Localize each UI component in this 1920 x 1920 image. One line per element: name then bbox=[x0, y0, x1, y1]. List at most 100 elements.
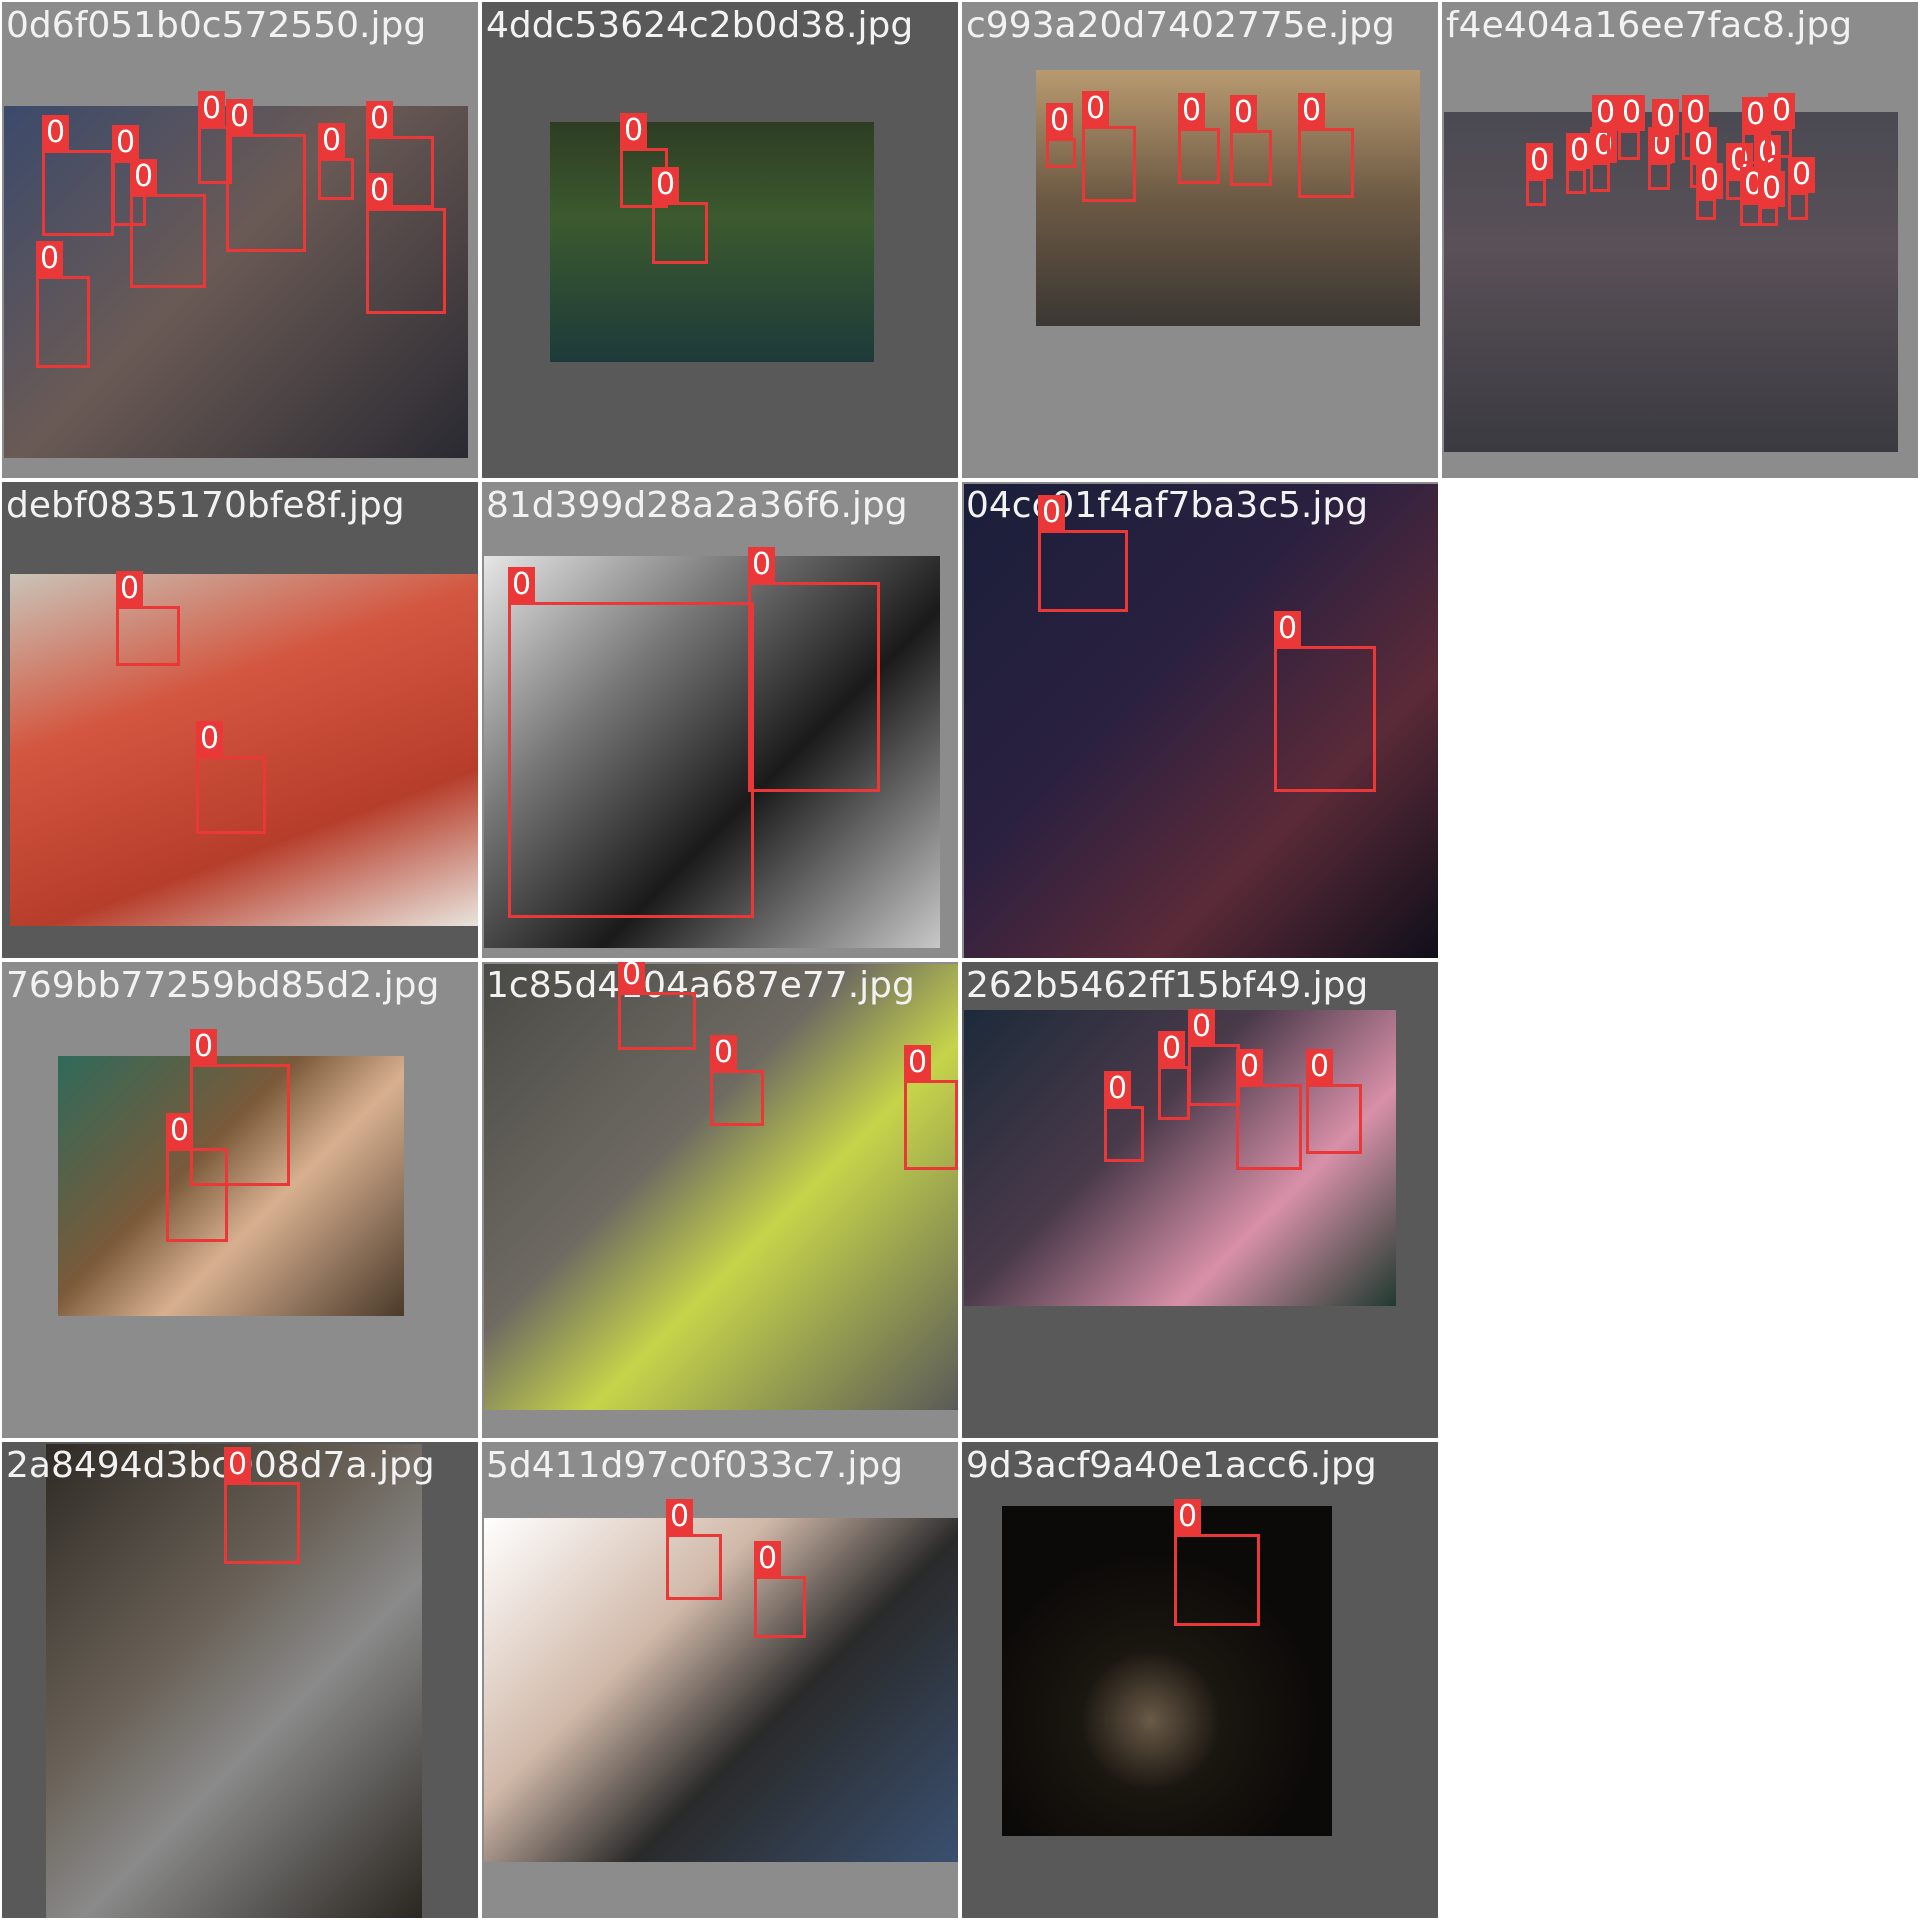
mosaic-tile: 0 0 0 0 0 262b5462ff15bf49.jpg bbox=[962, 962, 1438, 1438]
detection-box: 0 bbox=[1590, 127, 1618, 192]
detection-class-label: 0 bbox=[1274, 611, 1302, 647]
detection-box: 0 bbox=[748, 547, 880, 792]
detection-class-label: 0 bbox=[1566, 133, 1594, 169]
detection-box: 0 bbox=[1788, 157, 1816, 220]
detection-class-label: 0 bbox=[1236, 1049, 1264, 1085]
detection-class-label: 0 bbox=[1230, 95, 1258, 131]
mosaic-tile: 0 0 769bb77259bd85d2.jpg bbox=[2, 962, 478, 1438]
detection-class-label: 0 bbox=[366, 101, 394, 137]
detection-class-label: 0 bbox=[318, 123, 346, 159]
detection-class-label: 0 bbox=[1158, 1031, 1186, 1067]
tile-photo bbox=[10, 574, 478, 926]
detection-class-label: 0 bbox=[1298, 93, 1326, 129]
detection-box: 0 bbox=[224, 1447, 300, 1564]
tile-filename: 2a8494d3bc908d7a.jpg bbox=[6, 1445, 435, 1486]
detection-box: 0 bbox=[1230, 95, 1272, 186]
mosaic-tile: 0 0 0 0 0 c993a20d7402775e.jpg bbox=[962, 2, 1438, 478]
detection-class-label: 0 bbox=[42, 115, 70, 151]
detection-box: 0 bbox=[112, 125, 146, 226]
detection-box: 0 bbox=[666, 1499, 722, 1600]
detection-box: 0 bbox=[1236, 1049, 1302, 1170]
mosaic-tile: 0 2a8494d3bc908d7a.jpg bbox=[2, 1442, 478, 1918]
detection-class-label: 0 bbox=[116, 571, 144, 607]
detection-box: 0 bbox=[1174, 1499, 1260, 1626]
detection-box: 0 bbox=[1592, 95, 1620, 158]
mosaic-tile: 0 0 0 0 0 0 0 0 0 0 0 0 0 0 0 0 0 f4e404a16ee7fac8.jpg bbox=[1442, 2, 1918, 478]
detection-box: 0 bbox=[198, 91, 232, 184]
detection-box: 0 bbox=[618, 962, 696, 1050]
detection-box: 0 bbox=[1652, 99, 1680, 164]
detection-class-label: 0 bbox=[666, 1499, 694, 1535]
tile-filename: 769bb77259bd85d2.jpg bbox=[6, 965, 440, 1006]
tile-filename: 5d411d97c0f033c7.jpg bbox=[486, 1445, 904, 1486]
detection-class-label: 0 bbox=[508, 567, 536, 603]
detection-class-label: 0 bbox=[196, 721, 224, 757]
detection-box: 0 bbox=[42, 115, 114, 236]
detection-class-label: 0 bbox=[1178, 93, 1206, 129]
tile-photo bbox=[484, 964, 958, 1410]
detection-box: 0 bbox=[1526, 143, 1554, 206]
detection-class-label: 0 bbox=[1526, 143, 1554, 179]
mosaic-tile: 0 0 0 1c85d4104a687e77.jpg bbox=[482, 962, 958, 1438]
detection-box: 0 bbox=[1274, 611, 1376, 792]
tile-photo bbox=[4, 106, 468, 458]
detection-class-label: 0 bbox=[652, 167, 680, 203]
mosaic-tile: 0 0 5d411d97c0f033c7.jpg bbox=[482, 1442, 958, 1918]
detection-box: 0 bbox=[1758, 171, 1786, 226]
detection-class-label: 0 bbox=[130, 159, 158, 195]
tile-photo bbox=[1002, 1506, 1332, 1836]
detection-class-label: 0 bbox=[1758, 171, 1786, 207]
tile-filename: 1c85d4104a687e77.jpg bbox=[486, 965, 915, 1006]
detection-class-label: 0 bbox=[36, 241, 64, 277]
detection-box: 0 bbox=[196, 721, 266, 834]
mosaic-tile: 0 0 04cc01f4af7ba3c5.jpg bbox=[962, 482, 1438, 958]
tile-filename: c993a20d7402775e.jpg bbox=[966, 5, 1395, 46]
detection-box: 0 bbox=[904, 1045, 958, 1170]
detection-box: 0 bbox=[366, 101, 434, 208]
tile-filename: 81d399d28a2a36f6.jpg bbox=[486, 485, 908, 526]
detection-box: 0 bbox=[130, 159, 206, 288]
tile-photo bbox=[964, 484, 1438, 958]
detection-class-label: 0 bbox=[1592, 95, 1620, 131]
detection-box: 0 bbox=[1768, 93, 1796, 158]
detection-class-label: 0 bbox=[1038, 495, 1066, 531]
detection-box: 0 bbox=[226, 99, 306, 252]
detection-class-label: 0 bbox=[366, 173, 394, 209]
tile-filename: 0d6f051b0c572550.jpg bbox=[6, 5, 427, 46]
mosaic-tile: 0 0 debf0835170bfe8f.jpg bbox=[2, 482, 478, 958]
detection-class-label: 0 bbox=[1082, 91, 1110, 127]
tile-filename: 262b5462ff15bf49.jpg bbox=[966, 965, 1369, 1006]
detection-class-label: 0 bbox=[1652, 99, 1680, 135]
detection-box: 0 bbox=[116, 571, 180, 666]
mosaic-tile: 0 0 81d399d28a2a36f6.jpg bbox=[482, 482, 958, 958]
detection-class-label: 0 bbox=[754, 1541, 782, 1577]
detection-box: 0 bbox=[318, 123, 354, 200]
detection-box: 0 bbox=[1298, 93, 1354, 198]
detection-box: 0 bbox=[710, 1035, 764, 1126]
tile-filename: f4e404a16ee7fac8.jpg bbox=[1446, 5, 1853, 46]
detection-box: 0 bbox=[1038, 495, 1128, 612]
detection-box: 0 bbox=[508, 567, 754, 918]
detection-class-label: 0 bbox=[166, 1113, 194, 1149]
tile-photo bbox=[46, 1444, 422, 1918]
tile-photo bbox=[484, 556, 940, 948]
detection-class-label: 0 bbox=[1306, 1049, 1334, 1085]
mosaic-tile: 0 9d3acf9a40e1acc6.jpg bbox=[962, 1442, 1438, 1918]
detection-box: 0 bbox=[1178, 93, 1220, 184]
detection-box: 0 bbox=[36, 241, 90, 368]
detection-box: 0 bbox=[166, 1113, 228, 1242]
tile-filename: 9d3acf9a40e1acc6.jpg bbox=[966, 1445, 1377, 1486]
detection-class-label: 0 bbox=[1742, 97, 1770, 133]
tile-filename: 4ddc53624c2b0d38.jpg bbox=[486, 5, 914, 46]
detection-box: 0 bbox=[652, 167, 708, 264]
tile-photo bbox=[550, 122, 874, 362]
detection-class-label: 0 bbox=[620, 113, 648, 149]
detection-box: 0 bbox=[1306, 1049, 1362, 1154]
detection-class-label: 0 bbox=[1768, 93, 1796, 129]
detection-box: 0 bbox=[1046, 103, 1076, 168]
detection-class-label: 0 bbox=[1046, 103, 1074, 139]
tile-photo bbox=[1444, 112, 1898, 452]
tile-filename: debf0835170bfe8f.jpg bbox=[6, 485, 405, 526]
detection-class-label: 0 bbox=[1682, 95, 1710, 131]
